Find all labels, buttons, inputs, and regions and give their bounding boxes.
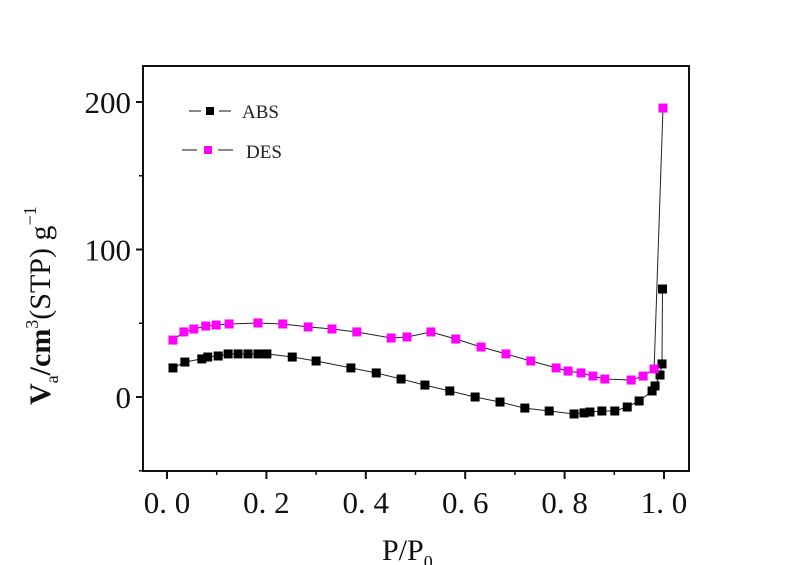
data-point-abs (262, 349, 272, 359)
data-point-abs (658, 284, 668, 294)
data-point-abs (243, 349, 253, 359)
x-axis: 0. 0 0. 2 0. 4 0. 6 0. 8 1. 0 (144, 471, 688, 520)
data-point-abs (544, 406, 554, 416)
plot-frame (142, 65, 690, 472)
data-point-abs (223, 349, 233, 359)
data-point-des (386, 333, 396, 343)
data-point-abs (311, 356, 321, 366)
y-tick-label: 100 (85, 233, 132, 268)
data-point-des (551, 363, 561, 373)
data-point-abs (396, 374, 406, 384)
data-point-des (189, 324, 199, 334)
data-point-des (588, 371, 598, 381)
y-axis: 0 100 200 (85, 85, 143, 472)
data-point-des (626, 375, 636, 385)
data-point-des (402, 332, 412, 342)
data-point-des (658, 103, 668, 113)
data-point-abs (610, 406, 620, 416)
data-point-abs (180, 357, 190, 367)
data-point-des (179, 327, 189, 337)
legend-item-abs: ABS (189, 102, 279, 123)
data-point-des (649, 364, 659, 374)
data-point-des (526, 356, 536, 366)
data-point-abs (233, 349, 243, 359)
y-axis-title-unit: /cm (24, 329, 57, 377)
data-point-abs (346, 363, 356, 373)
data-point-des (352, 327, 362, 337)
y-axis-title-sup2: −1 (20, 206, 40, 225)
y-axis-title-sup: 3 (22, 320, 42, 329)
y-axis-title-sub: a (42, 375, 62, 383)
y-axis-title-rest: (STP) g (24, 226, 57, 320)
x-tick-label: 1. 0 (641, 485, 688, 520)
x-tick-label: 0. 0 (144, 485, 191, 520)
data-point-abs (655, 370, 665, 380)
y-axis-title: Va/cm3(STP) g−1 (20, 206, 62, 405)
data-point-des (501, 349, 511, 359)
data-point-des (278, 319, 288, 329)
legend-marker-des (204, 146, 212, 154)
data-point-des (600, 374, 610, 384)
series-des (168, 103, 668, 385)
data-point-abs (371, 368, 381, 378)
series-layer (168, 103, 668, 419)
data-point-des (426, 327, 436, 337)
data-point-abs (470, 392, 480, 402)
x-tick-label: 0. 2 (243, 485, 290, 520)
data-point-abs (650, 381, 660, 391)
data-point-des (576, 368, 586, 378)
x-tick-label: 0. 6 (442, 485, 489, 520)
data-point-abs (585, 407, 595, 417)
legend-label-des: DES (246, 142, 282, 163)
data-point-abs (634, 396, 644, 406)
data-point-abs (622, 402, 632, 412)
data-point-abs (253, 349, 263, 359)
x-axis-title-main: P/P (382, 534, 424, 565)
data-point-des (168, 335, 178, 345)
x-axis-title: P/P0 (382, 534, 433, 565)
data-point-des (303, 322, 313, 332)
legend-item-des: DES (182, 142, 282, 163)
legend-marker-abs (206, 107, 214, 115)
y-tick-label: 0 (116, 380, 132, 415)
data-point-abs (197, 354, 207, 364)
data-point-des (638, 371, 648, 381)
data-point-des (451, 334, 461, 344)
data-point-des (224, 319, 234, 329)
legend: ABS DES (182, 102, 282, 163)
data-point-des (253, 318, 263, 328)
data-point-abs (657, 359, 667, 369)
data-point-abs (647, 386, 657, 396)
series-abs (168, 284, 668, 419)
data-point-abs (495, 397, 505, 407)
data-point-des (476, 342, 486, 352)
x-tick-label: 0. 4 (343, 485, 390, 520)
data-point-abs (203, 352, 213, 362)
data-point-abs (445, 386, 455, 396)
data-point-des (211, 320, 221, 330)
data-point-des (201, 321, 211, 331)
x-tick-label: 0. 8 (541, 485, 588, 520)
data-point-abs (569, 409, 579, 419)
data-point-abs (597, 406, 607, 416)
legend-label-abs: ABS (242, 102, 279, 123)
data-point-abs (213, 351, 223, 361)
data-point-abs (420, 380, 430, 390)
data-point-abs (579, 408, 589, 418)
x-axis-title-sub: 0 (424, 552, 433, 565)
data-point-des (327, 324, 337, 334)
y-axis-title-v: V (24, 383, 57, 405)
data-point-abs (168, 363, 178, 373)
y-tick-label: 200 (85, 85, 132, 120)
data-point-abs (287, 352, 297, 362)
data-point-abs (520, 403, 530, 413)
data-point-des (563, 366, 573, 376)
